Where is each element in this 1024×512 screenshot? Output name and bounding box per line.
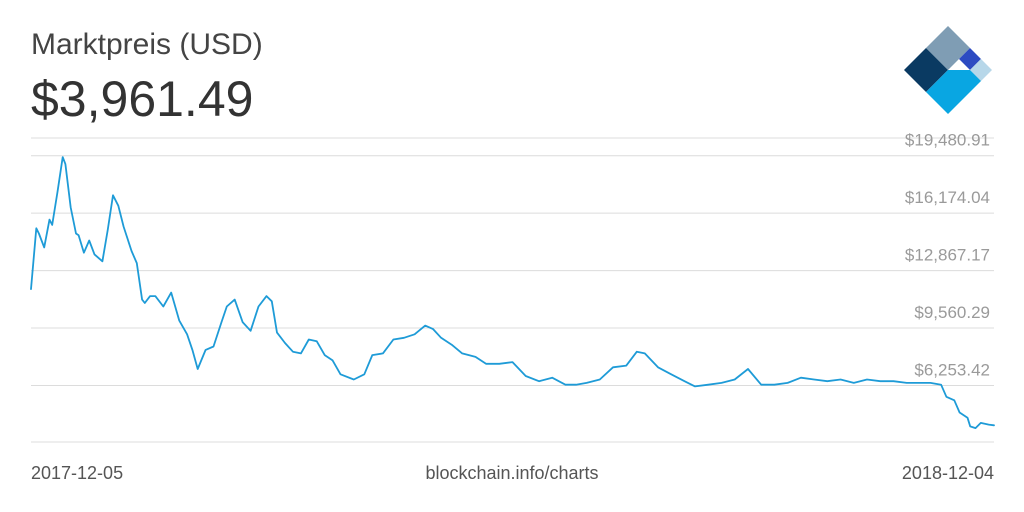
- y-tick-label: $12,867.17: [905, 246, 990, 265]
- price-series-line: [30, 156, 995, 430]
- y-tick-label: $9,560.29: [914, 303, 990, 322]
- y-tick-label: $6,253.42: [914, 360, 990, 379]
- source-label: blockchain.info/charts: [425, 463, 599, 483]
- x-axis-start-date: 2017-12-05: [31, 463, 124, 483]
- logo-tile-bottom: [926, 70, 981, 114]
- blockchain-diamond-logo-icon: [904, 26, 992, 114]
- x-axis-end-date: 2018-12-04: [901, 463, 994, 483]
- y-tick-label: $19,480.91: [905, 131, 990, 150]
- current-price: $3,961.49: [31, 71, 254, 127]
- y-tick-label: $16,174.04: [905, 188, 990, 207]
- chart-title: Marktpreis (USD): [31, 28, 263, 61]
